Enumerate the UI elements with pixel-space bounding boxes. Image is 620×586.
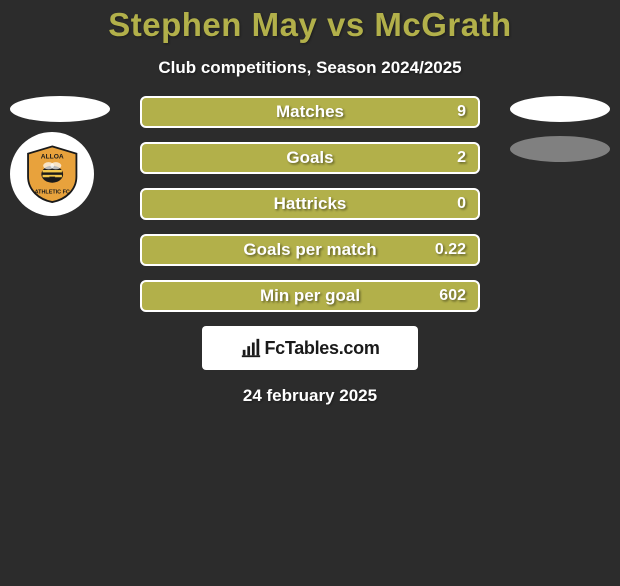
stat-bar: Goals per match 0.22 — [140, 234, 480, 266]
bar-chart-icon — [240, 337, 262, 359]
svg-text:ATHLETIC FC: ATHLETIC FC — [34, 189, 69, 195]
attribution-text: FcTables.com — [264, 338, 379, 359]
club-crest-icon: ALLOA ATHLETIC FC — [22, 144, 82, 204]
subtitle: Club competitions, Season 2024/2025 — [0, 58, 620, 78]
stat-label: Hattricks — [274, 194, 347, 214]
stat-label: Matches — [276, 102, 344, 122]
stat-label: Goals per match — [243, 240, 376, 260]
stat-bar: Matches 9 — [140, 96, 480, 128]
attribution-badge: FcTables.com — [202, 326, 418, 370]
left-player-placeholder-ellipse — [10, 96, 110, 122]
stat-label: Min per goal — [260, 286, 360, 306]
snapshot-date: 24 february 2025 — [0, 386, 620, 406]
stat-bar: Min per goal 602 — [140, 280, 480, 312]
stat-label: Goals — [286, 148, 333, 168]
right-player-column — [510, 96, 610, 162]
left-player-column: ALLOA ATHLETIC FC — [10, 96, 110, 216]
right-player-placeholder-ellipse — [510, 96, 610, 122]
right-player-club-placeholder-ellipse — [510, 136, 610, 162]
page-title: Stephen May vs McGrath — [0, 6, 620, 44]
stat-value: 2 — [457, 149, 466, 167]
stat-bar: Goals 2 — [140, 142, 480, 174]
svg-text:ALLOA: ALLOA — [41, 153, 64, 160]
stat-value: 9 — [457, 103, 466, 121]
left-player-club-badge: ALLOA ATHLETIC FC — [10, 132, 94, 216]
stat-bars: Matches 9 Goals 2 Hattricks 0 Goals per match 0… — [140, 96, 480, 312]
stat-value: 0.22 — [435, 241, 466, 259]
comparison-panel: ALLOA ATHLETIC FC Matches 9 Goals 2 Hattrick… — [0, 96, 620, 406]
stat-value: 0 — [457, 195, 466, 213]
stat-value: 602 — [439, 287, 466, 305]
stat-bar: Hattricks 0 — [140, 188, 480, 220]
